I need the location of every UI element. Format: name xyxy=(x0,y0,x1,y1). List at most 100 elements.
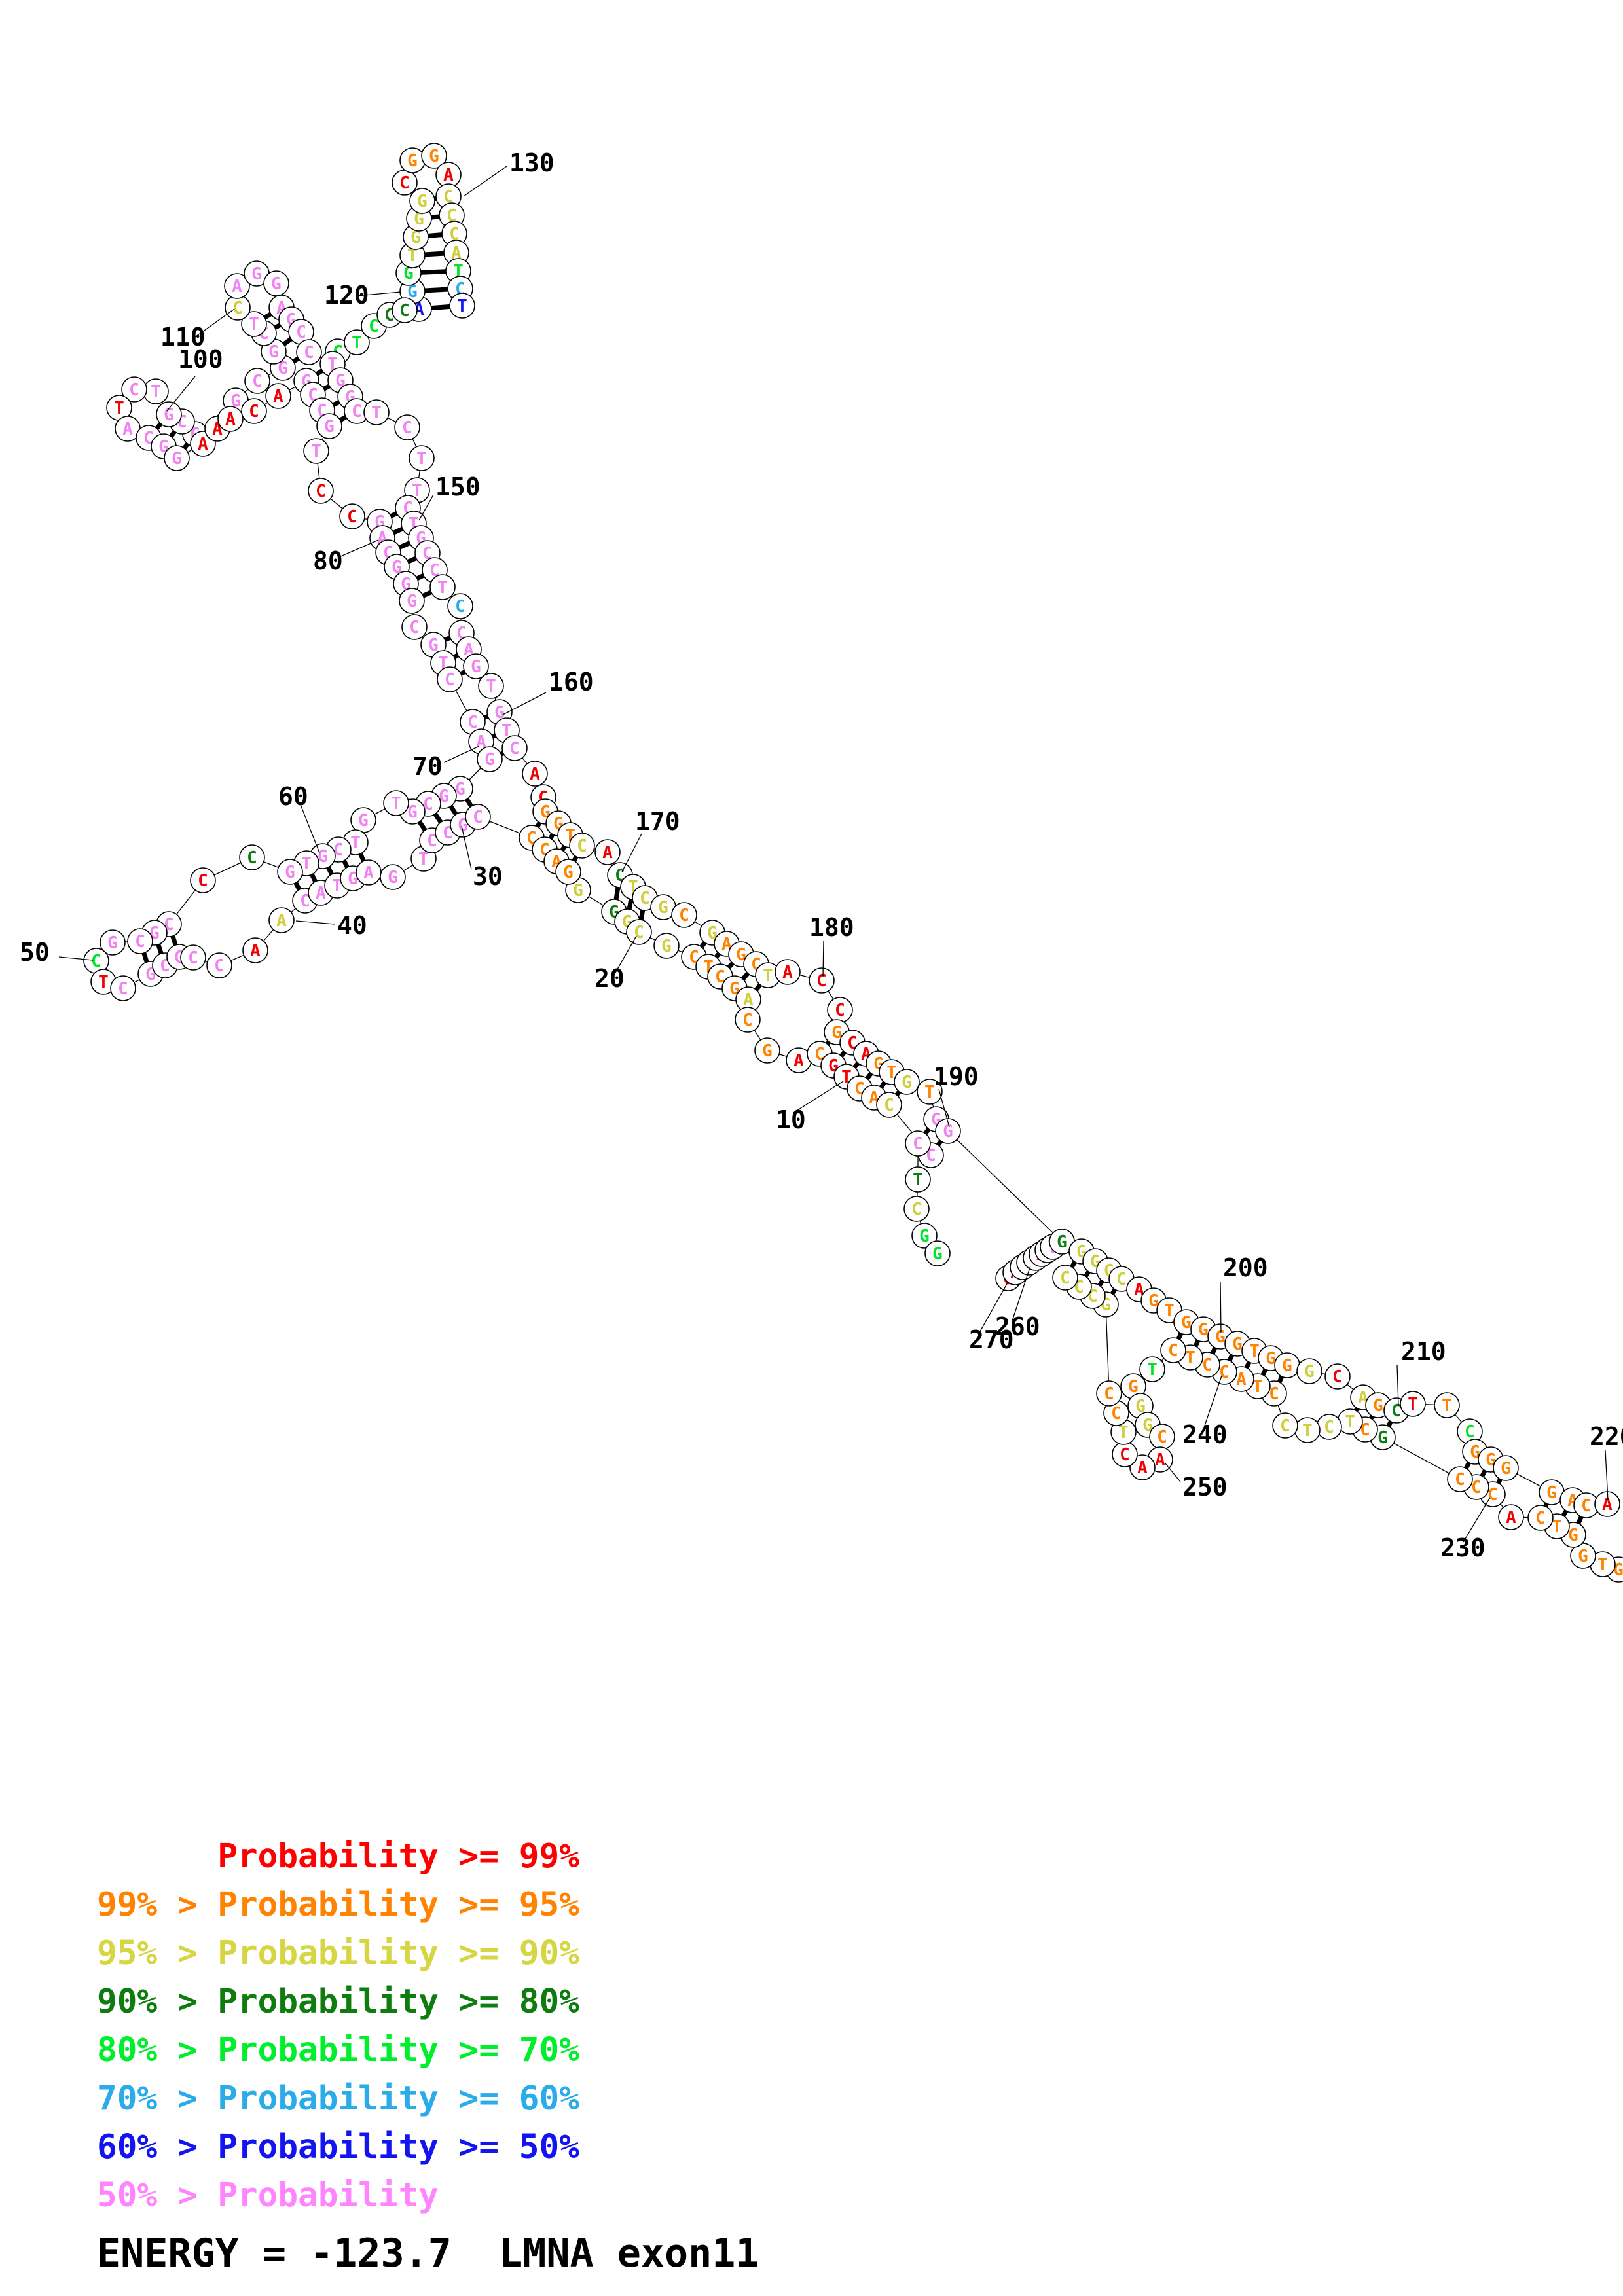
position-label: 250 xyxy=(1182,1473,1228,1501)
nucleotide-circle xyxy=(241,311,267,337)
nucleotide-letter: T xyxy=(416,449,427,469)
nucleotide-letter: A xyxy=(1236,1370,1247,1390)
nucleotide-circle xyxy=(339,503,365,529)
nucleotide-letter: C xyxy=(399,173,410,193)
label-leader-line xyxy=(1165,1463,1181,1482)
nucleotide-letter: T xyxy=(391,794,401,814)
nucleotide-circle xyxy=(380,864,406,890)
nucleotide-circle xyxy=(409,445,435,471)
nucleotide-circle xyxy=(206,952,232,978)
nucleotide-letter: C xyxy=(214,956,225,976)
nucleotide-letter: A xyxy=(225,410,236,429)
nucleotide-letter: A xyxy=(316,884,326,903)
nucleotide-circle xyxy=(478,673,504,699)
nucleotide-letter: G xyxy=(407,592,417,611)
nucleotide-letter: C xyxy=(443,823,453,843)
nucleotide-circle xyxy=(224,273,250,299)
nucleotide-letter: T xyxy=(457,296,467,316)
nucleotide-circle xyxy=(735,1007,761,1033)
nucleotide-letter: T xyxy=(486,677,496,696)
nucleotide-letter: T xyxy=(1252,1377,1263,1397)
nucleotide-circle xyxy=(242,937,268,963)
nucleotide-letter: G xyxy=(164,405,174,425)
nucleotide-letter: G xyxy=(1198,1320,1209,1340)
nucleotide-letter: T xyxy=(418,850,429,869)
nucleotide-letter: T xyxy=(249,315,259,334)
nucleotide-letter: C xyxy=(455,597,465,617)
nucleotide-circle xyxy=(121,376,147,403)
nucleotide-circle xyxy=(1324,1363,1351,1390)
nucleotide-letter: C xyxy=(369,317,379,336)
nucleotide-letter: C xyxy=(423,795,433,814)
nucleotide-letter: T xyxy=(371,403,382,423)
nucleotide-letter: G xyxy=(661,937,672,956)
nucleotide-letter: C xyxy=(188,948,198,968)
nucleotide-letter: C xyxy=(409,618,420,637)
nucleotide-circle xyxy=(241,398,267,424)
nucleotide-letter: G xyxy=(410,228,421,247)
nucleotide-circle xyxy=(399,588,425,614)
nucleotide-circle xyxy=(180,944,206,971)
legend-line-1: 99% > Probability >= 95% xyxy=(97,1886,579,1924)
nucleotide-circle xyxy=(522,761,548,787)
nucleotide-letter: G xyxy=(414,209,424,229)
nucleotide-circle xyxy=(409,188,435,214)
nucleotide-letter: C xyxy=(1581,1496,1592,1516)
label-leader-line xyxy=(418,494,434,521)
nucleotide-letter: A xyxy=(232,277,242,296)
nucleotide-circle xyxy=(421,143,447,169)
legend-line-0: Probability >= 99% xyxy=(97,1837,579,1876)
nucleotide-letter: T xyxy=(1408,1395,1418,1414)
nucleotide-circle xyxy=(465,804,491,830)
nucleotide-letter: G xyxy=(1377,1428,1388,1448)
label-leader-line xyxy=(194,308,235,338)
nucleotide-circle xyxy=(463,653,489,679)
nucleotide-letter: G xyxy=(403,264,414,283)
nucleotide-letter: G xyxy=(484,750,495,770)
position-label: 210 xyxy=(1401,1337,1446,1366)
nucleotide-circle xyxy=(1296,1358,1322,1384)
nucleotide-letter: G xyxy=(107,933,118,953)
nucleotide-letter: G xyxy=(417,192,428,211)
nucleotide-letter: C xyxy=(1168,1341,1178,1361)
nucleotide-letter: G xyxy=(358,811,369,831)
nucleotide-letter: T xyxy=(352,333,362,353)
backbone-link xyxy=(1382,1437,1461,1480)
nucleotide-circle xyxy=(244,368,270,394)
nucleotide-letter: G xyxy=(563,863,574,882)
backbone-link xyxy=(947,1130,1063,1242)
nucleotide-letter: G xyxy=(1142,1416,1153,1435)
position-label: 160 xyxy=(549,668,594,696)
position-label: 70 xyxy=(412,752,443,781)
nucleotide-letter: C xyxy=(1111,1404,1122,1424)
nucleotide-circle xyxy=(754,1037,780,1064)
nucleotide-letter: C xyxy=(300,891,310,911)
nucleotide-circle xyxy=(477,746,503,772)
nucleotide-letter: C xyxy=(640,889,650,908)
nucleotide-circle xyxy=(447,593,473,619)
nucleotide-letter: C xyxy=(1487,1485,1498,1505)
position-label: 230 xyxy=(1440,1534,1486,1562)
nucleotide-letter: C xyxy=(1324,1418,1334,1437)
nucleotide-letter: C xyxy=(118,979,128,999)
label-leader-line xyxy=(615,935,637,973)
nucleotide-letter: T xyxy=(98,973,109,992)
nucleotide-letter: G xyxy=(919,1227,930,1246)
nucleotide-letter: T xyxy=(1597,1555,1608,1575)
nucleotide-letter: G xyxy=(407,151,418,171)
position-label: 200 xyxy=(1223,1253,1268,1282)
nucleotide-letter: T xyxy=(1249,1342,1260,1361)
nucleotide-letter: C xyxy=(1391,1401,1402,1421)
nucleotide-letter: G xyxy=(324,417,335,437)
nucleotide-letter: G xyxy=(707,924,718,943)
nucleotide-letter: G xyxy=(1501,1459,1511,1479)
nucleotide-letter: C xyxy=(1465,1422,1475,1442)
nucleotide-letter: G xyxy=(494,703,505,723)
nucleotide-letter: C xyxy=(816,971,827,991)
nucleotide-letter: G xyxy=(762,1041,773,1061)
nucleotide-letter: G xyxy=(458,816,468,835)
nucleotide-letter: G xyxy=(1282,1356,1292,1376)
nucleotide-letter: A xyxy=(122,420,133,439)
position-label: 120 xyxy=(324,281,369,310)
nucleotide-letter: C xyxy=(252,372,263,391)
